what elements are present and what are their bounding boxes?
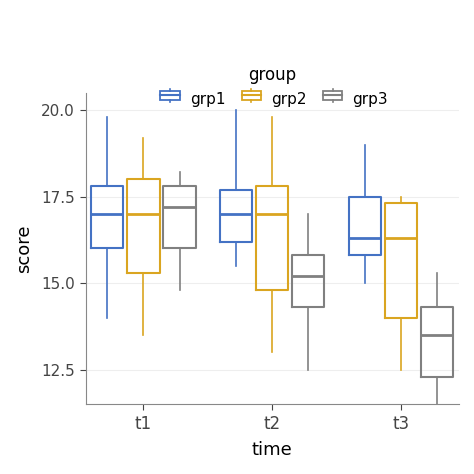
- Y-axis label: score: score: [15, 224, 33, 273]
- X-axis label: time: time: [252, 441, 292, 459]
- Legend: grp1, grp2, grp3: grp1, grp2, grp3: [150, 60, 394, 113]
